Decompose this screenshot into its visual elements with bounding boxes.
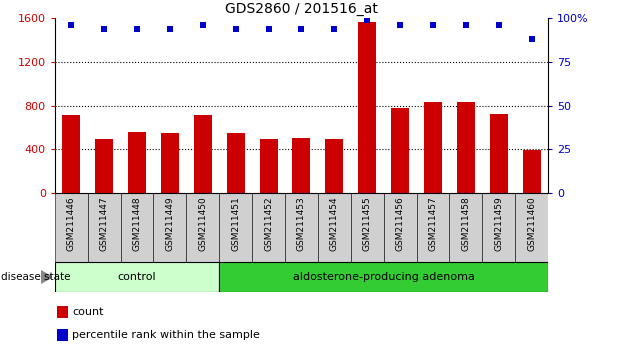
Text: GSM211448: GSM211448 (132, 196, 142, 251)
Point (297, 26, 307, 32)
Bar (391, 108, 409, 193)
Bar (490, 114, 508, 193)
Point (99, 26, 109, 32)
Bar (285, 193, 318, 262)
Bar (219, 262, 548, 292)
Bar (55, 262, 219, 292)
Bar (161, 133, 179, 193)
Bar (252, 193, 285, 262)
Text: count: count (72, 307, 103, 317)
Bar (351, 193, 384, 262)
Bar (449, 193, 483, 262)
Bar (88, 193, 120, 262)
Title: GDS2860 / 201516_at: GDS2860 / 201516_at (225, 2, 378, 16)
Text: percentile rank within the sample: percentile rank within the sample (72, 330, 260, 340)
Point (66, 23, 76, 28)
Text: GSM211447: GSM211447 (100, 196, 108, 251)
Point (263, 26, 273, 32)
Text: GSM211457: GSM211457 (428, 196, 437, 251)
Bar (154, 193, 186, 262)
Bar (292, 138, 311, 193)
Point (132, 26, 142, 32)
Text: GSM211449: GSM211449 (166, 196, 175, 251)
Text: GSM211459: GSM211459 (495, 196, 503, 251)
Text: GSM211458: GSM211458 (461, 196, 471, 251)
Text: GSM211460: GSM211460 (527, 196, 536, 251)
Text: GSM211450: GSM211450 (198, 196, 207, 251)
Bar (57, 330, 68, 341)
Bar (227, 133, 244, 193)
Bar (194, 115, 212, 193)
Point (231, 26, 241, 32)
Text: GSM211453: GSM211453 (297, 196, 306, 251)
Text: GSM211451: GSM211451 (231, 196, 240, 251)
Bar (325, 139, 343, 193)
Text: GSM211455: GSM211455 (363, 196, 372, 251)
Bar (57, 306, 68, 318)
Bar (416, 193, 449, 262)
Bar (358, 22, 376, 193)
Polygon shape (41, 271, 52, 283)
Bar (120, 193, 154, 262)
Text: GSM211454: GSM211454 (330, 196, 339, 251)
Point (494, 23, 504, 28)
Bar (219, 193, 252, 262)
Bar (523, 150, 541, 193)
Bar (260, 139, 278, 193)
Point (329, 26, 340, 32)
Point (362, 17, 372, 23)
Bar (384, 193, 416, 262)
Bar (55, 193, 88, 262)
Text: aldosterone-producing adenoma: aldosterone-producing adenoma (293, 272, 474, 282)
Point (165, 26, 175, 32)
Text: GSM211452: GSM211452 (264, 196, 273, 251)
Bar (515, 193, 548, 262)
Point (395, 23, 405, 28)
Bar (186, 193, 219, 262)
Point (428, 23, 438, 28)
Text: control: control (118, 272, 156, 282)
Text: GSM211446: GSM211446 (67, 196, 76, 251)
Bar (318, 193, 351, 262)
Bar (95, 139, 113, 193)
Bar (483, 193, 515, 262)
Text: disease state: disease state (1, 272, 71, 282)
Bar (457, 102, 475, 193)
Bar (62, 115, 80, 193)
Point (198, 23, 208, 28)
Text: GSM211456: GSM211456 (396, 196, 404, 251)
Bar (128, 132, 146, 193)
Point (461, 23, 471, 28)
Point (527, 36, 537, 42)
Bar (424, 102, 442, 193)
